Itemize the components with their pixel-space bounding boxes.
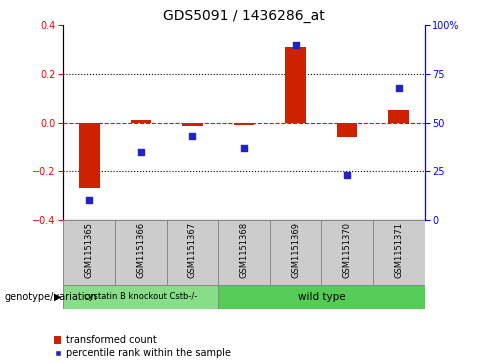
Text: GSM1151366: GSM1151366 [136,221,145,278]
Text: GSM1151371: GSM1151371 [394,221,403,278]
Bar [337,122,358,137]
Point [137,149,145,155]
Text: cystatin B knockout Cstb-/-: cystatin B knockout Cstb-/- [84,292,198,301]
Legend: transformed count, percentile rank within the sample: transformed count, percentile rank withi… [54,335,231,358]
Bar [63,220,115,285]
Bar [285,47,306,122]
Bar [166,220,218,285]
Bar [270,220,322,285]
Point [292,42,300,48]
Point [395,85,403,90]
Text: wild type: wild type [298,292,345,302]
Text: GSM1151369: GSM1151369 [291,221,300,278]
Point [343,172,351,178]
Bar [218,220,270,285]
Bar [115,220,166,285]
Bar [79,122,100,188]
Bar [63,285,218,309]
Bar [130,120,151,122]
Text: GSM1151368: GSM1151368 [240,221,248,278]
Text: GSM1151365: GSM1151365 [85,221,94,278]
Point [240,145,248,151]
Point [188,133,196,139]
Text: GSM1151370: GSM1151370 [343,221,352,278]
Text: GDS5091 / 1436286_at: GDS5091 / 1436286_at [163,9,325,23]
Bar [182,122,203,126]
Bar [322,220,373,285]
Bar [388,110,409,122]
Bar [218,285,425,309]
Text: ▶: ▶ [54,291,61,302]
Point [85,197,93,203]
Text: GSM1151367: GSM1151367 [188,221,197,278]
Bar [373,220,425,285]
Text: genotype/variation: genotype/variation [5,291,98,302]
Bar [234,122,254,125]
